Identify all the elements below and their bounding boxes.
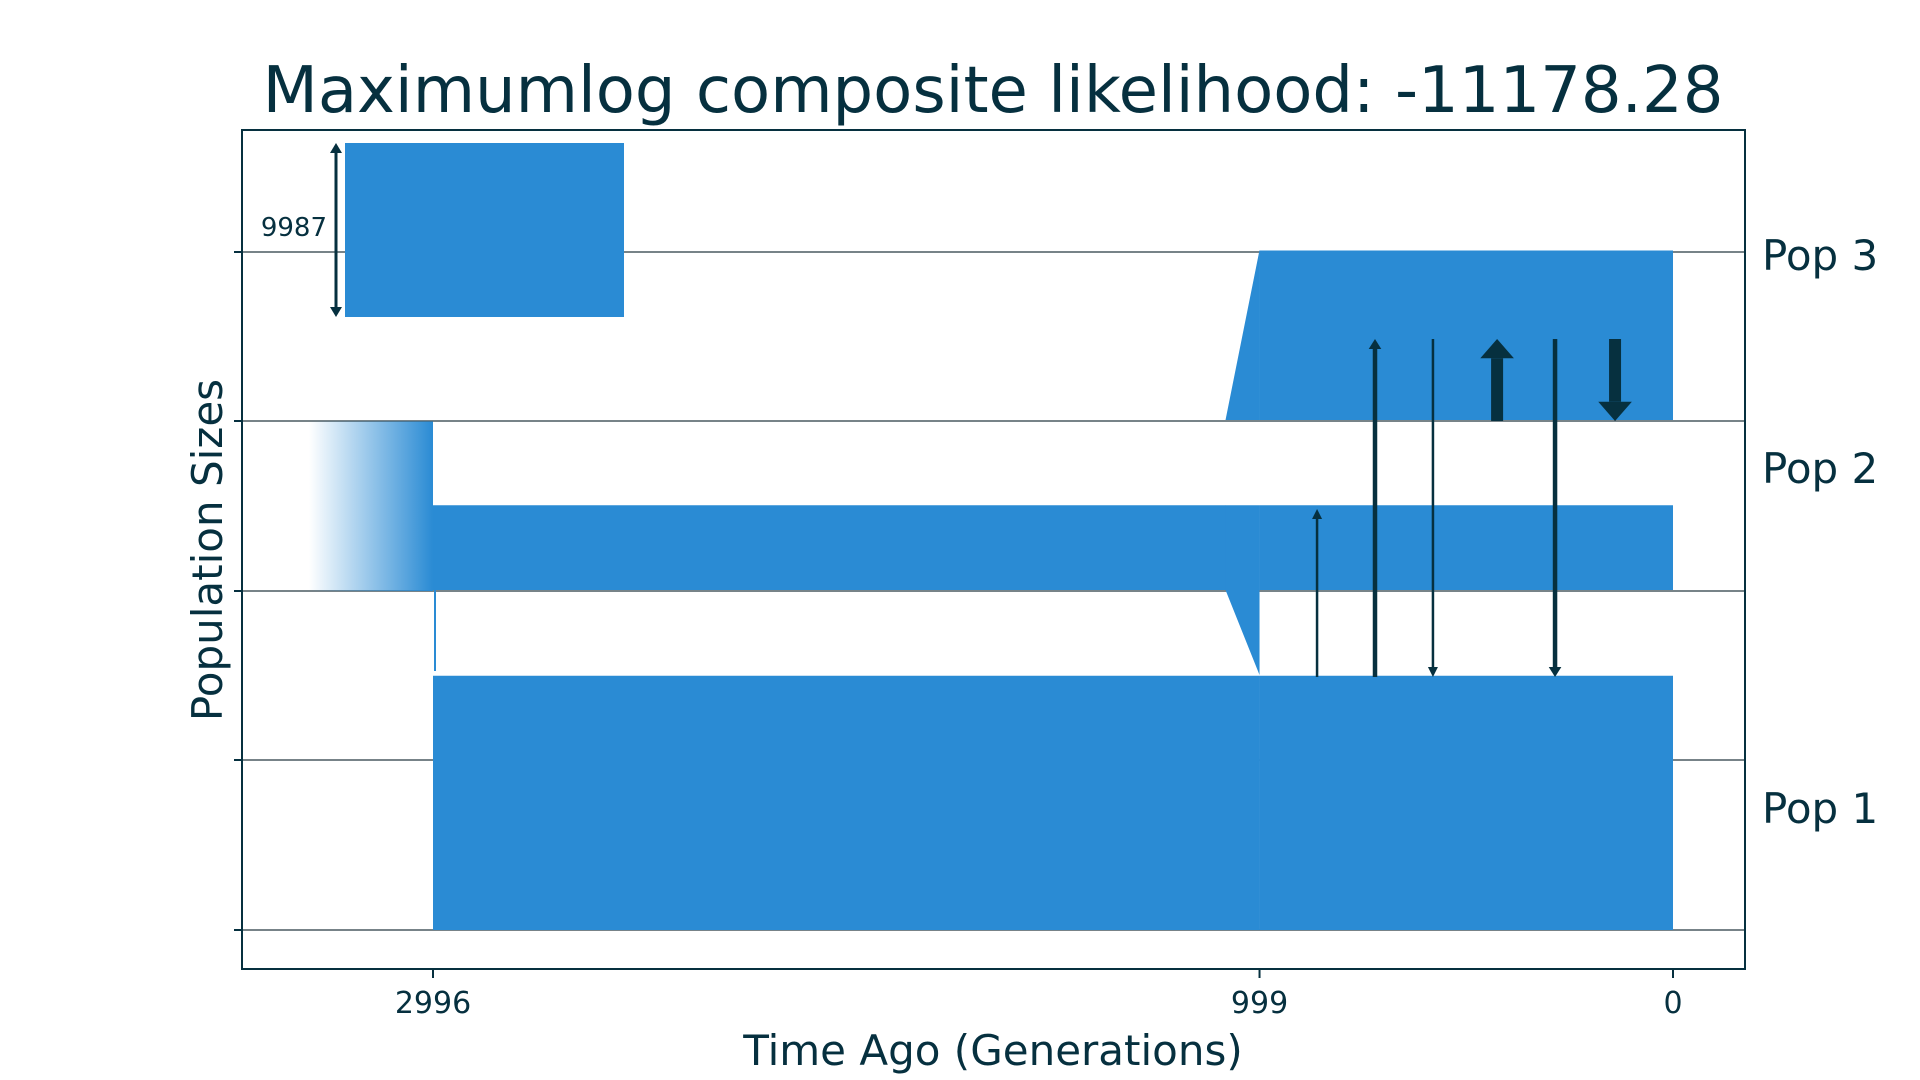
x-axis-label: Time Ago (Generations) — [742, 1026, 1243, 1075]
migration-arrowhead — [1427, 667, 1438, 677]
pop-2-split-transition — [1225, 505, 1260, 675]
population-label: Pop 2 — [1762, 444, 1878, 493]
migration-arrowhead — [1312, 509, 1323, 519]
population-block-pop-2 — [433, 505, 1260, 590]
population-block-pop-1 — [433, 675, 1260, 930]
scale-bar-label: 9987 — [261, 213, 327, 243]
population-block-pop-3 — [1259, 250, 1673, 420]
y-axis-label: Population Sizes — [183, 379, 232, 721]
x-tick-label: 2996 — [395, 986, 471, 1021]
chart-title: Maximumlog composite likelihood: -11178.… — [263, 54, 1724, 128]
x-tick-label: 0 — [1663, 986, 1682, 1021]
migration-arrowhead — [1480, 339, 1514, 359]
migration-arrowhead — [1548, 667, 1562, 677]
migration-arrowhead — [1368, 339, 1382, 349]
population-block-pop-1 — [1259, 675, 1673, 930]
x-tick-label: 999 — [1231, 986, 1288, 1021]
migration-arrowhead — [1598, 401, 1632, 421]
scale-bar-bottom-arrow — [330, 307, 342, 317]
population-label: Pop 1 — [1762, 784, 1878, 833]
scale-bar-top-arrow — [330, 143, 342, 153]
scale-reference-block — [345, 143, 624, 317]
plot-frame — [241, 129, 1746, 970]
population-block-pop-2 — [1259, 505, 1673, 590]
ancestral-population — [309, 421, 433, 591]
population-label: Pop 3 — [1762, 231, 1878, 280]
pop-3-split-transition — [1225, 250, 1260, 420]
